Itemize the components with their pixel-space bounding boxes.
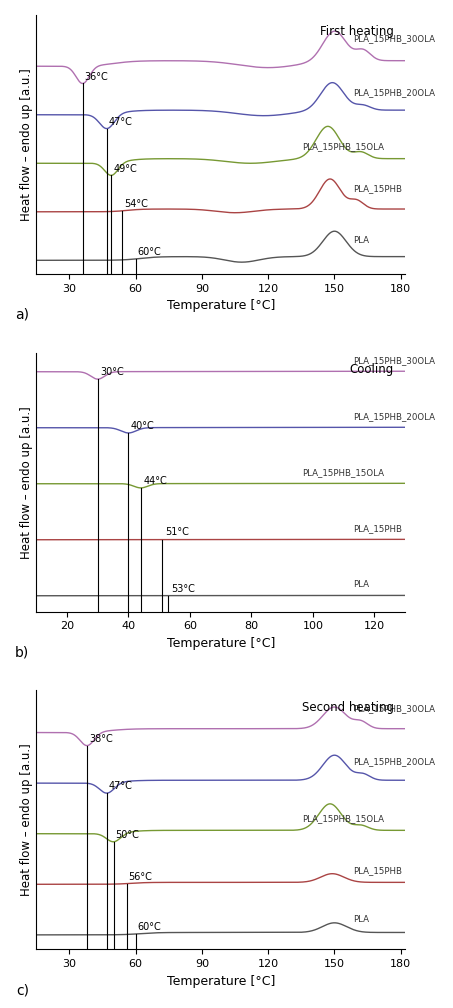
Text: 54°C: 54°C xyxy=(124,199,148,209)
Text: PLA_15PHB_15OLA: PLA_15PHB_15OLA xyxy=(302,468,384,477)
Text: 51°C: 51°C xyxy=(165,527,188,537)
Text: PLA_15PHB: PLA_15PHB xyxy=(353,524,403,533)
Text: First heating: First heating xyxy=(320,25,394,38)
Text: Second heating: Second heating xyxy=(302,701,394,714)
Text: 44°C: 44°C xyxy=(143,476,167,486)
Text: 53°C: 53°C xyxy=(171,584,195,594)
Text: PLA_15PHB_30OLA: PLA_15PHB_30OLA xyxy=(353,705,435,714)
Text: PLA: PLA xyxy=(353,236,370,245)
Text: PLA_15PHB_15OLA: PLA_15PHB_15OLA xyxy=(302,142,384,151)
Text: c): c) xyxy=(16,983,29,997)
Text: b): b) xyxy=(14,645,29,659)
Text: 49°C: 49°C xyxy=(113,163,137,173)
Text: 60°C: 60°C xyxy=(137,922,161,932)
Text: 56°C: 56°C xyxy=(129,872,153,882)
Text: PLA_15PHB_20OLA: PLA_15PHB_20OLA xyxy=(353,757,435,766)
Text: PLA_15PHB_30OLA: PLA_15PHB_30OLA xyxy=(353,34,435,43)
Y-axis label: Heat flow – endo up [a.u.]: Heat flow – endo up [a.u.] xyxy=(20,69,34,221)
Text: PLA: PLA xyxy=(353,915,370,924)
X-axis label: Temperature [°C]: Temperature [°C] xyxy=(167,637,275,650)
Text: 60°C: 60°C xyxy=(137,247,161,257)
Text: PLA_15PHB: PLA_15PHB xyxy=(353,866,403,875)
Text: a): a) xyxy=(15,307,29,322)
Text: PLA_15PHB_30OLA: PLA_15PHB_30OLA xyxy=(353,356,435,365)
X-axis label: Temperature [°C]: Temperature [°C] xyxy=(167,975,275,988)
Text: PLA: PLA xyxy=(353,580,370,589)
Text: PLA_15PHB_15OLA: PLA_15PHB_15OLA xyxy=(302,814,384,824)
Text: PLA_15PHB_20OLA: PLA_15PHB_20OLA xyxy=(353,412,435,421)
Text: 47°C: 47°C xyxy=(109,117,133,127)
Text: 40°C: 40°C xyxy=(131,420,155,430)
Text: PLA_15PHB: PLA_15PHB xyxy=(353,184,403,194)
Y-axis label: Heat flow – endo up [a.u.]: Heat flow – endo up [a.u.] xyxy=(20,406,34,558)
Text: 30°C: 30°C xyxy=(100,367,124,377)
Text: 47°C: 47°C xyxy=(109,781,133,791)
Text: 50°C: 50°C xyxy=(116,830,139,840)
X-axis label: Temperature [°C]: Temperature [°C] xyxy=(167,299,275,312)
Text: 38°C: 38°C xyxy=(89,734,113,744)
Text: PLA_15PHB_20OLA: PLA_15PHB_20OLA xyxy=(353,89,435,98)
Text: Cooling: Cooling xyxy=(350,363,394,376)
Y-axis label: Heat flow – endo up [a.u.]: Heat flow – endo up [a.u.] xyxy=(20,743,34,896)
Text: 36°C: 36°C xyxy=(84,72,108,82)
